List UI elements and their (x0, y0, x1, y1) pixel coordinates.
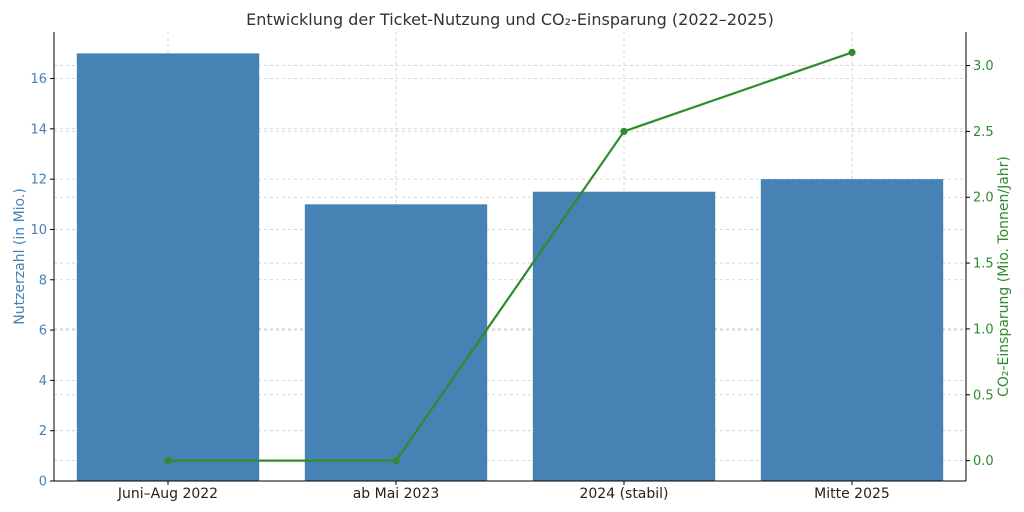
y-tick-label: 14 (30, 122, 47, 137)
y2-tick-label: 0.5 (973, 388, 994, 403)
bars (76, 53, 944, 482)
y-axis-label: Nutzerzahl (in Mio.) (12, 188, 28, 325)
co2-point (392, 456, 400, 465)
y2-tick-label: 1.0 (973, 322, 994, 337)
y2-axis-label: CO₂-Einsparung (Mio. Tonnen/Jahr) (996, 156, 1012, 397)
y-tick-label: 16 (30, 72, 47, 87)
y2-tick-label: 0.0 (973, 454, 994, 469)
y-tick-label: 4 (39, 374, 47, 389)
y2-tick-label: 3.0 (973, 59, 994, 74)
y2-tick-label: 2.0 (973, 191, 994, 206)
bar (76, 53, 260, 481)
co2-point (620, 127, 628, 136)
bar (760, 179, 944, 482)
y-tick-label: 0 (39, 475, 47, 490)
co2-point (164, 456, 172, 465)
y-tick-label: 2 (39, 424, 47, 439)
y-tick-label: 10 (30, 223, 47, 238)
bar (304, 204, 488, 481)
bar (532, 191, 716, 482)
ticks: 0 2 4 6 8 10 12 14 16 0.0 0.5 1.0 1.5 2.0 2.5 3.0 Juni–A… (30, 59, 993, 502)
y-tick-label: 12 (30, 173, 47, 188)
x-tick-label: ab Mai 2023 (353, 486, 440, 502)
y-tick-label: 6 (39, 324, 47, 339)
y-tick-label: 8 (39, 273, 47, 288)
axes (53, 32, 967, 482)
co2-point (848, 48, 856, 57)
chart-title: Entwicklung der Ticket-Nutzung und CO₂-E… (246, 10, 774, 29)
y2-tick-label: 1.5 (973, 257, 994, 272)
x-tick-label: Mitte 2025 (814, 486, 890, 502)
x-tick-label: 2024 (stabil) (579, 486, 668, 502)
x-tick-label: Juni–Aug 2022 (117, 486, 218, 502)
y2-tick-label: 2.5 (973, 125, 994, 140)
co2-line (164, 48, 856, 465)
co2-line-path (168, 51, 853, 462)
